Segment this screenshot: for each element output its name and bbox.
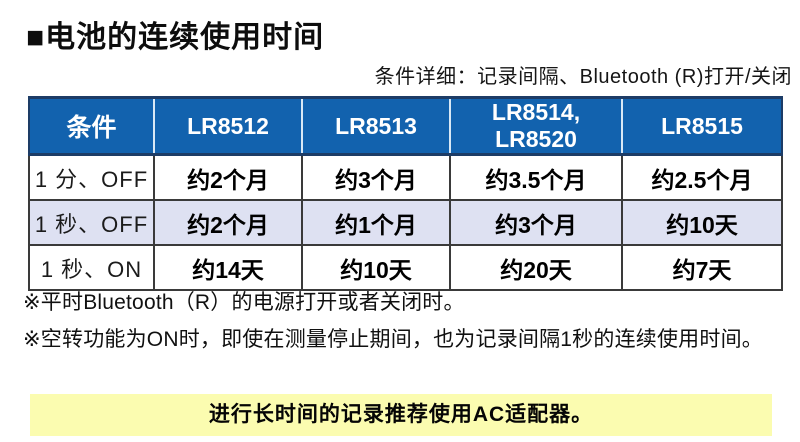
value-cell: 约10天 bbox=[301, 244, 451, 291]
value-cell: 约7天 bbox=[621, 244, 783, 291]
footnote-idle-function: ※空转功能为ON时，即使在测量停止期间，也为记录间隔1秒的连续使用时间。 bbox=[23, 328, 763, 351]
value-cell: 约10天 bbox=[621, 199, 783, 246]
value-cell: 约1个月 bbox=[301, 199, 451, 246]
page-title: ■电池的连续使用时间 bbox=[26, 21, 325, 54]
condition-cell: 1 分、OFF bbox=[28, 153, 155, 201]
table-row: 1 分、OFF 约2个月 约3个月 约3.5个月 约2.5个月 bbox=[28, 153, 783, 201]
value-cell: 约2.5个月 bbox=[621, 153, 783, 201]
value-cell: 约20天 bbox=[449, 244, 623, 291]
footnote-bluetooth: ※平时Bluetooth（R）的电源打开或者关闭时。 bbox=[23, 291, 465, 314]
value-cell: 约2个月 bbox=[153, 153, 303, 201]
value-cell: 约3个月 bbox=[301, 153, 451, 201]
table-row: 1 秒、OFF 约2个月 约1个月 约3个月 约10天 bbox=[28, 199, 783, 246]
header-cell-lr8515: LR8515 bbox=[621, 96, 783, 156]
value-cell: 约3.5个月 bbox=[449, 153, 623, 201]
header-cell-condition: 条件 bbox=[28, 96, 154, 156]
header-cell-lr8512: LR8512 bbox=[153, 96, 302, 156]
value-cell: 约14天 bbox=[153, 244, 303, 291]
battery-life-table: 条件 LR8512 LR8513 LR8514, LR8520 LR8515 1… bbox=[28, 96, 783, 291]
condition-cell: 1 秒、OFF bbox=[28, 199, 155, 246]
header-cell-lr8514-lr8520: LR8514, LR8520 bbox=[449, 96, 622, 156]
conditions-subtitle: 条件详细：记录间隔、Bluetooth (R)打开/关闭 bbox=[374, 66, 792, 88]
header-cell-lr8513: LR8513 bbox=[301, 96, 450, 156]
ac-adapter-recommendation-banner: 进行长时间的记录推荐使用AC适配器。 bbox=[30, 394, 772, 436]
table-header-row: 条件 LR8512 LR8513 LR8514, LR8520 LR8515 bbox=[28, 96, 783, 156]
condition-cell: 1 秒、ON bbox=[28, 244, 155, 291]
value-cell: 约3个月 bbox=[449, 199, 623, 246]
table-row: 1 秒、ON 约14天 约10天 约20天 约7天 bbox=[28, 244, 783, 291]
value-cell: 约2个月 bbox=[153, 199, 303, 246]
footnotes: ※平时Bluetooth（R）的电源打开或者关闭时。 ※空转功能为ON时，即使在… bbox=[23, 284, 799, 358]
